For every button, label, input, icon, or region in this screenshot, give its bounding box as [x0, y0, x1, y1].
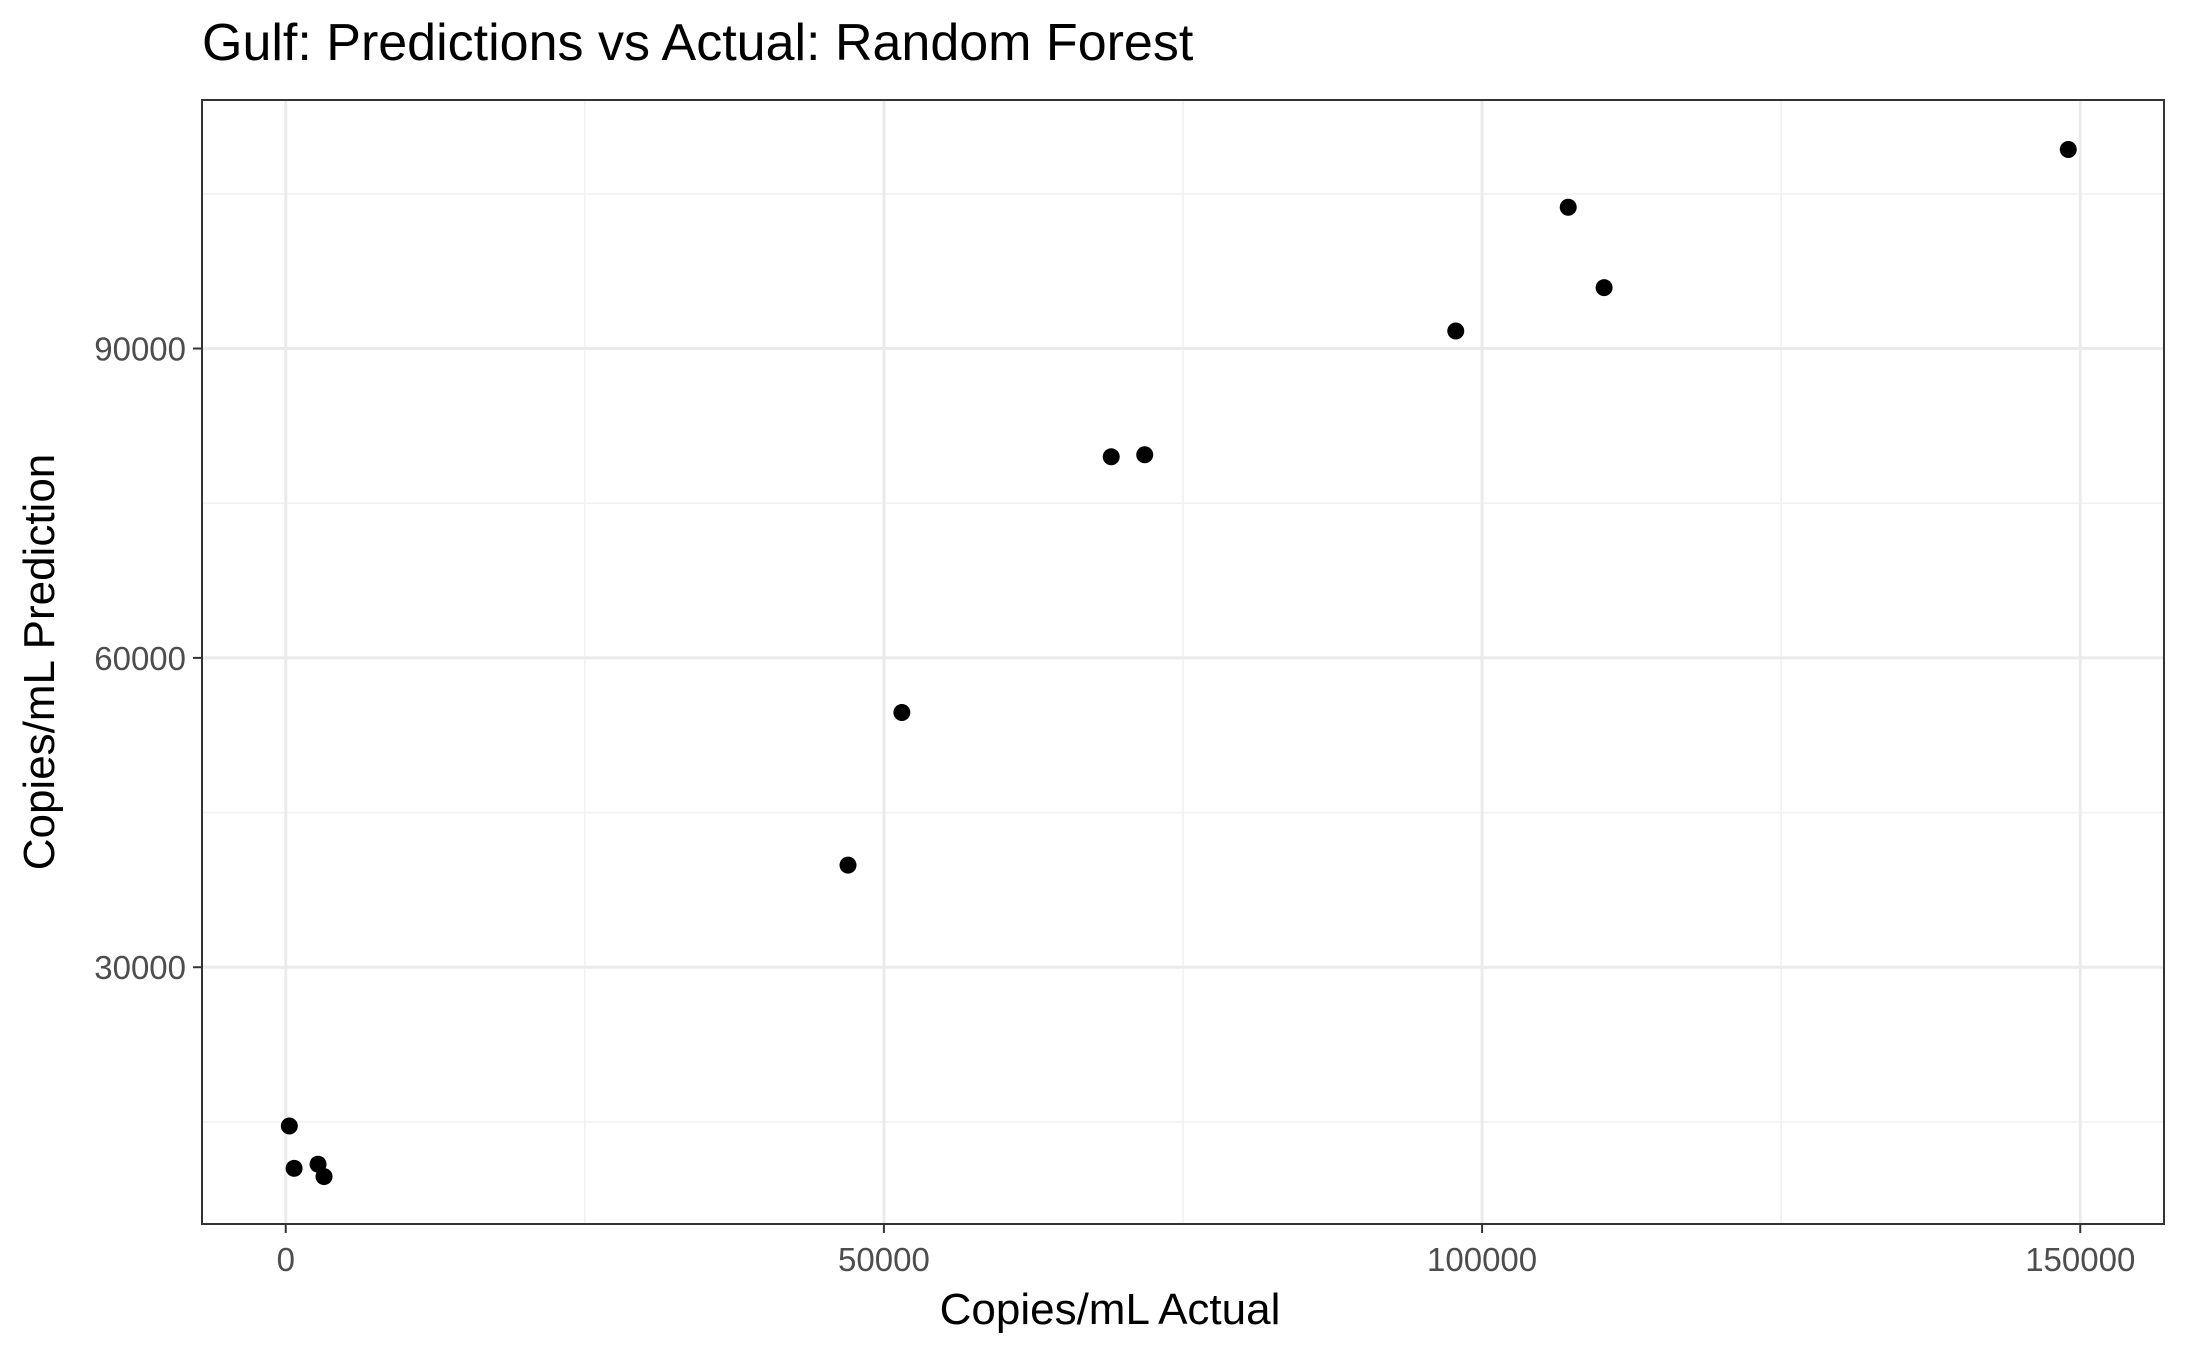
x-axis-ticks: 0 50000 100000 150000 — [277, 1224, 2135, 1278]
data-point — [2059, 140, 2077, 158]
data-point — [1102, 448, 1120, 466]
y-tick-label: 30000 — [94, 949, 186, 986]
y-tick-label: 60000 — [94, 640, 186, 677]
x-tick-label: 100000 — [1427, 1241, 1537, 1278]
data-point — [1559, 198, 1577, 216]
data-point — [1136, 446, 1154, 464]
y-tick-label: 90000 — [94, 331, 186, 368]
chart-title: Gulf: Predictions vs Actual: Random Fore… — [202, 14, 1194, 72]
data-points — [280, 140, 2077, 1186]
data-point — [315, 1168, 333, 1186]
y-axis-label: Copies/mL Prediction — [15, 454, 64, 871]
x-tick-label: 50000 — [838, 1241, 930, 1278]
data-point — [1595, 279, 1613, 297]
y-axis-ticks: 30000 60000 90000 — [94, 331, 202, 986]
x-tick-label: 0 — [277, 1241, 295, 1278]
data-point — [893, 704, 911, 722]
major-gridlines — [202, 100, 2164, 1224]
plot-panel-border — [201, 99, 2165, 1225]
data-point — [1447, 322, 1465, 340]
data-point — [280, 1117, 298, 1135]
data-point — [839, 856, 857, 874]
minor-gridlines — [202, 100, 2164, 1224]
x-tick-label: 150000 — [2025, 1241, 2135, 1278]
x-axis-label: Copies/mL Actual — [940, 1285, 1281, 1334]
data-point — [285, 1159, 303, 1177]
